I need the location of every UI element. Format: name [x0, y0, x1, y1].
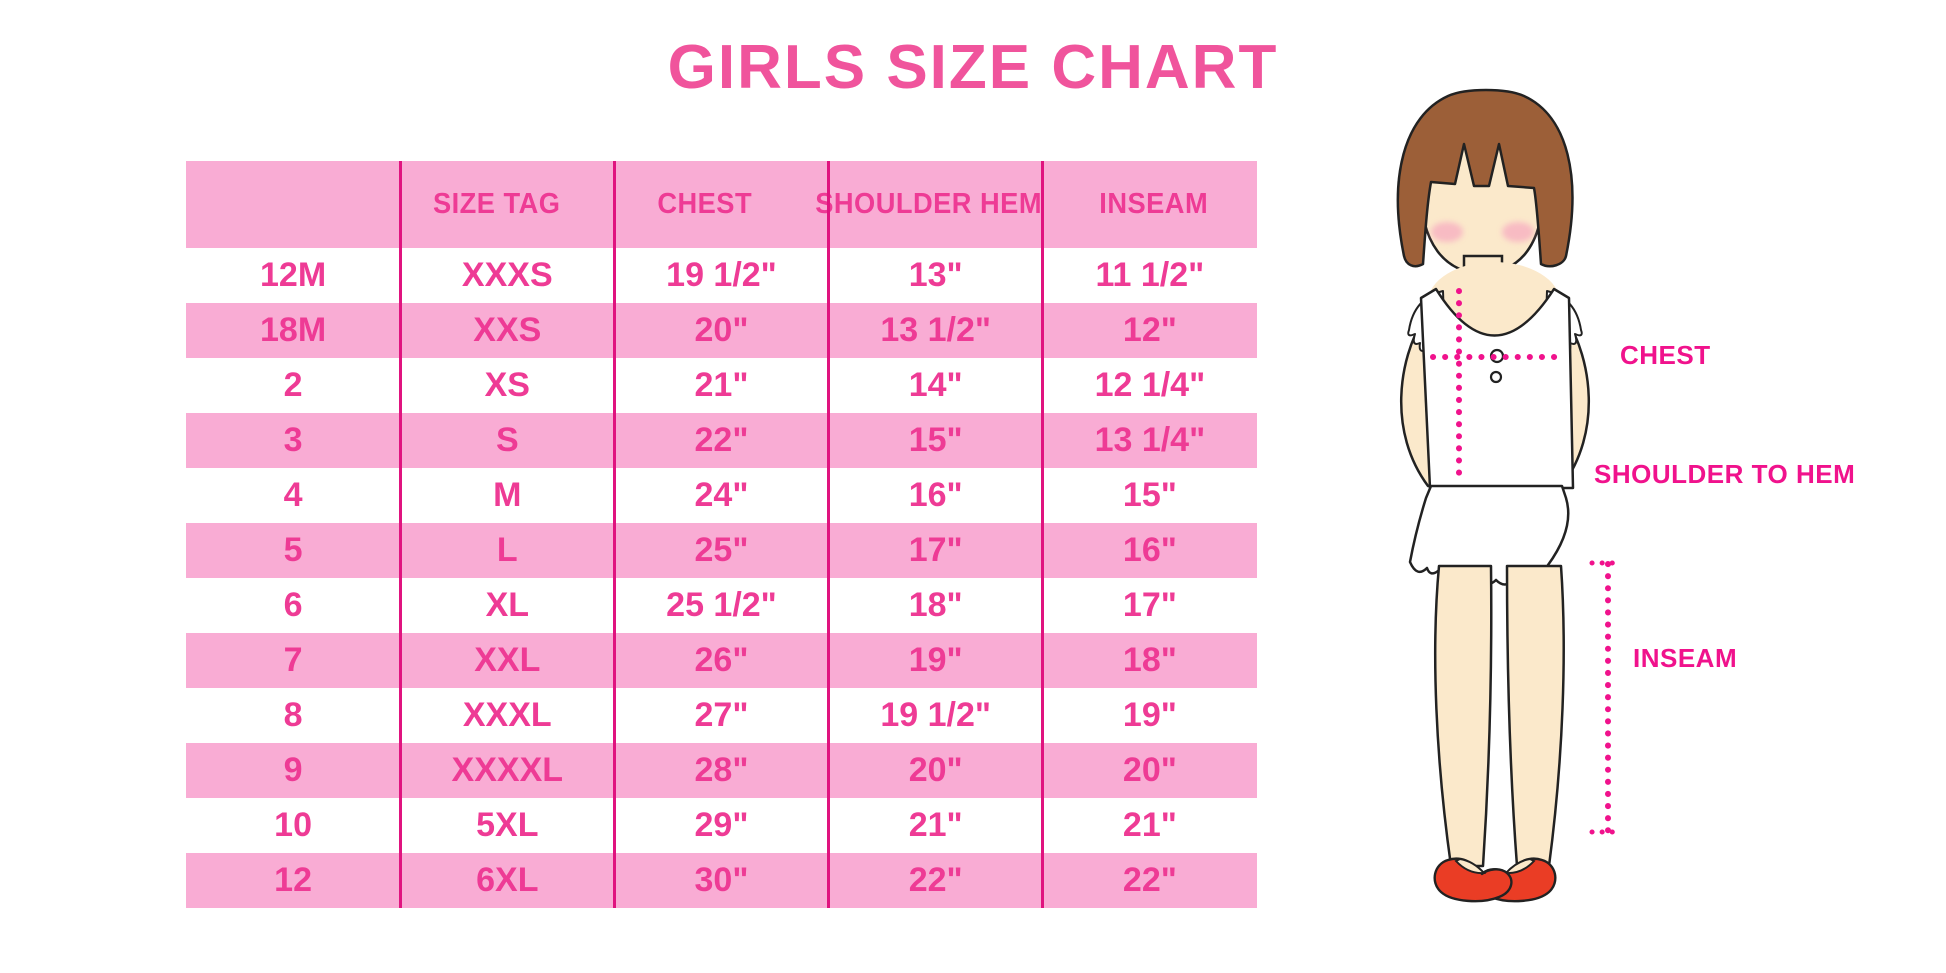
- table-cell: 3: [283, 421, 303, 459]
- table-cell: XXL: [474, 641, 541, 679]
- table-cell: 17": [1122, 586, 1177, 624]
- table-cell: 12 1/4": [1094, 366, 1206, 404]
- table-cell: 19": [1122, 696, 1177, 734]
- table-cell: 30": [694, 861, 749, 899]
- table-cell: 19 1/2": [666, 256, 777, 294]
- table-cell: 9: [283, 751, 303, 789]
- table-cell: 18": [1122, 641, 1177, 679]
- column-divider: [399, 161, 403, 908]
- table-cell: S: [495, 421, 519, 459]
- table-cell: 20": [908, 751, 963, 789]
- table-cell: 12M: [260, 256, 327, 294]
- table-row: 3 S 22" 15" 13 1/4": [186, 413, 1257, 468]
- table-cell: 26": [694, 641, 749, 679]
- table-cell: 18": [908, 586, 963, 624]
- table-cell: 15": [908, 421, 963, 459]
- size-table: SIZE TAG CHEST SHOULDER HEM INSEAM 12M XX…: [186, 161, 1257, 908]
- table-cell: 7: [283, 641, 303, 679]
- table-row: 8 XXXL 27" 19 1/2" 19": [186, 688, 1257, 743]
- table-row: 2 XS 21" 14" 12 1/4": [186, 358, 1257, 413]
- column-divider: [613, 161, 617, 908]
- girl-leg-left: [1433, 564, 1493, 868]
- table-cell: 14": [908, 366, 963, 404]
- girl-illustration-svg: [1396, 88, 1625, 903]
- table-cell: 21": [908, 806, 963, 844]
- table-cell: 17": [908, 531, 963, 569]
- table-cell: 21": [1122, 806, 1177, 844]
- column-divider: [826, 161, 830, 908]
- table-header-row: SIZE TAG CHEST SHOULDER HEM INSEAM: [186, 161, 1257, 248]
- inseam-label: INSEAM: [1633, 643, 1738, 673]
- table-cell: L: [496, 531, 518, 569]
- blush-right: [1502, 222, 1534, 242]
- table-cell: 20": [694, 311, 749, 349]
- table-cell: 13 1/4": [1094, 421, 1206, 459]
- table-cell: XXXS: [461, 256, 553, 294]
- header-cell-size-tag: SIZE TAG: [433, 188, 561, 220]
- table-cell: 24": [694, 476, 749, 514]
- table-cell: XS: [484, 366, 530, 404]
- table-cell: 22": [694, 421, 749, 459]
- table-cell: 20": [1122, 751, 1177, 789]
- girl-shoe-left: [1433, 857, 1513, 903]
- chest-label: CHEST: [1620, 340, 1711, 370]
- table-row: 4 M 24" 16" 15": [186, 468, 1257, 523]
- table-cell: XXS: [473, 311, 542, 349]
- table-cell: 4: [283, 476, 303, 514]
- table-row: 12 6XL 30" 22" 22": [186, 853, 1257, 908]
- girl-hair: [1396, 88, 1574, 268]
- table-row: 18M XXS 20" 13 1/2" 12": [186, 303, 1257, 358]
- table-row: 12M XXXS 19 1/2" 13" 11 1/2": [186, 248, 1257, 303]
- table-cell: 22": [908, 861, 963, 899]
- table-cell: XL: [485, 586, 530, 624]
- table-cell: 6XL: [476, 861, 539, 899]
- table-cell: XXXL: [462, 696, 552, 734]
- blush-left: [1431, 222, 1463, 242]
- column-divider: [1040, 161, 1044, 908]
- table-cell: XXXXL: [451, 751, 564, 789]
- header-cell-shoulder-hem: SHOULDER HEM: [815, 188, 1043, 220]
- table-cell: 6: [283, 586, 303, 624]
- table-cell: 19 1/2": [880, 696, 992, 734]
- table-cell: 5: [283, 531, 303, 569]
- table-cell: 13": [908, 256, 963, 294]
- table-cell: 8: [283, 696, 303, 734]
- table-cell: 15": [1122, 476, 1177, 514]
- table-cell: 22": [1122, 861, 1177, 899]
- table-cell: 11 1/2": [1095, 256, 1205, 294]
- table-cell: 10: [274, 806, 312, 844]
- table-cell: 13 1/2": [880, 311, 992, 349]
- header-cell-blank: [192, 161, 387, 248]
- table-row: 10 5XL 29" 21" 21": [186, 798, 1257, 853]
- table-cell: 21": [694, 366, 749, 404]
- table-row: 5 L 25" 17" 16": [186, 523, 1257, 578]
- button-bottom: [1489, 370, 1503, 384]
- table-cell: M: [493, 476, 522, 514]
- table-row: 6 XL 25 1/2" 18" 17": [186, 578, 1257, 633]
- shoulder-to-hem-label: SHOULDER TO HEM: [1594, 459, 1856, 489]
- table-row: 7 XXL 26" 19" 18": [186, 633, 1257, 688]
- size-table-body: 12M XXXS 19 1/2" 13" 11 1/2" 18M XXS 20" 13 1/2"…: [186, 248, 1257, 908]
- header-cell-inseam: INSEAM: [1098, 188, 1208, 220]
- table-cell: 16": [1122, 531, 1177, 569]
- table-cell: 12": [1122, 311, 1177, 349]
- table-row: 9 XXXXL 28" 20" 20": [186, 743, 1257, 798]
- table-cell: 16": [908, 476, 963, 514]
- page-title: GIRLS SIZE CHART: [667, 33, 1279, 102]
- header-cell-chest: CHEST: [657, 188, 752, 220]
- table-cell: 2: [283, 366, 303, 404]
- table-cell: 29": [694, 806, 749, 844]
- table-cell: 19": [908, 641, 963, 679]
- measurement-figure: CHEST SHOULDER TO HEM INSEAM: [1190, 60, 1910, 965]
- table-cell: 25": [694, 531, 749, 569]
- table-cell: 5XL: [476, 806, 539, 844]
- girl-leg-right: [1505, 564, 1565, 868]
- table-cell: 12: [274, 861, 312, 899]
- table-cell: 25 1/2": [666, 586, 777, 624]
- table-cell: 27": [694, 696, 749, 734]
- table-cell: 18M: [260, 311, 327, 349]
- table-cell: 28": [694, 751, 749, 789]
